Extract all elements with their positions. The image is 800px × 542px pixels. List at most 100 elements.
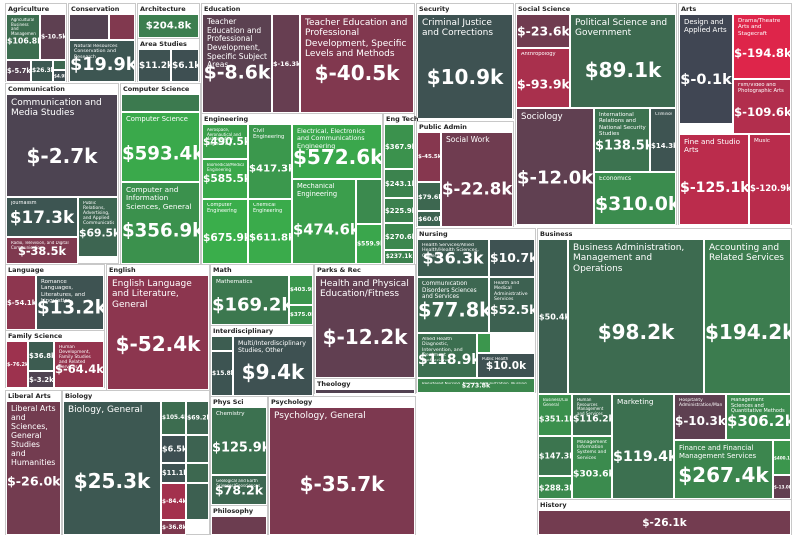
- treemap-cell[interactable]: Biomedical/Medical Engineering $585.5k: [202, 159, 248, 199]
- treemap-cell[interactable]: Teacher Education and Professional Devel…: [300, 14, 414, 113]
- treemap-cell[interactable]: $4.9k: [53, 70, 66, 82]
- treemap-cell[interactable]: $-10.5k: [40, 14, 66, 60]
- treemap-cell[interactable]: $400.1k: [773, 440, 791, 475]
- treemap-cell[interactable]: $11.2k: [138, 49, 171, 82]
- treemap-cell[interactable]: Natural Resources Conservation and Resea…: [69, 40, 135, 82]
- treemap-cell[interactable]: $-23.6k: [516, 14, 570, 48]
- treemap-cell[interactable]: [211, 516, 267, 535]
- treemap-cell[interactable]: Film/Video and Photographic Arts $-109.6k: [733, 79, 791, 134]
- treemap-cell[interactable]: Social Work $-22.8k: [441, 132, 513, 227]
- treemap-cell[interactable]: Agricultural Business and Management $106…: [6, 14, 40, 60]
- treemap-cell[interactable]: Marketing $119.4k: [612, 394, 674, 499]
- treemap-cell[interactable]: $105.4k: [161, 401, 186, 435]
- treemap-cell[interactable]: $60.0k: [417, 211, 441, 227]
- treemap-cell[interactable]: Civil Engineering $417.3k: [248, 124, 292, 199]
- treemap-cell[interactable]: Human Resources Management and Services $…: [572, 394, 612, 436]
- treemap-cell[interactable]: $237.1k: [384, 250, 414, 264]
- treemap-cell[interactable]: [53, 60, 66, 70]
- treemap-cell[interactable]: Hospitality Administration/Management $-1…: [674, 394, 726, 440]
- treemap-cell[interactable]: $375.0k: [289, 305, 313, 325]
- treemap-cell[interactable]: $-5.7k: [6, 60, 31, 82]
- treemap-cell[interactable]: $-54.1k: [6, 275, 36, 330]
- treemap-cell[interactable]: [477, 333, 491, 353]
- treemap-cell[interactable]: $-26.1k: [538, 510, 791, 535]
- treemap-cell[interactable]: [315, 389, 415, 394]
- treemap-cell[interactable]: Romance Languages, Literatures, and Ling…: [36, 275, 104, 330]
- treemap-cell[interactable]: Drama/Theatre Arts and Stagecraft $-194.8…: [733, 14, 791, 79]
- treemap-cell[interactable]: Mechanical Engineering $474.6k: [292, 179, 356, 264]
- treemap-cell[interactable]: $-3.2k: [28, 371, 54, 388]
- treemap-cell[interactable]: Computer and Information Sciences, Gener…: [121, 182, 200, 264]
- treemap-cell[interactable]: $-13.0k: [773, 475, 791, 499]
- treemap-cell[interactable]: Electrical, Electronics and Communicatio…: [292, 124, 382, 179]
- treemap-cell[interactable]: [121, 94, 200, 112]
- treemap-cell[interactable]: [109, 14, 135, 40]
- treemap-cell[interactable]: $-84.4k: [161, 483, 186, 520]
- treemap-cell[interactable]: $6.1k: [171, 49, 199, 82]
- treemap-cell[interactable]: $367.9k: [384, 124, 414, 169]
- treemap-cell[interactable]: $-36.8k: [161, 520, 186, 535]
- treemap-cell[interactable]: $-45.5k: [417, 132, 441, 182]
- treemap-cell[interactable]: Communication and Media Studies $-2.7k: [6, 94, 118, 197]
- treemap-cell[interactable]: $288.3k: [538, 476, 572, 499]
- treemap-cell[interactable]: $15.8k: [211, 351, 233, 396]
- treemap-cell[interactable]: Chemistry $125.9k: [211, 407, 267, 475]
- treemap-cell[interactable]: Aerospace, Aeronautical and Astronautica…: [202, 124, 248, 159]
- treemap-cell[interactable]: $36.8k: [28, 341, 54, 371]
- treemap-cell[interactable]: [356, 179, 382, 224]
- treemap-cell[interactable]: $559.9k: [356, 224, 382, 264]
- treemap-cell[interactable]: $10.7k: [489, 239, 535, 277]
- treemap-cell[interactable]: $270.6k: [384, 223, 414, 250]
- treemap-cell[interactable]: $204.8k: [138, 14, 199, 38]
- treemap-cell[interactable]: Health Services/Allied Health/Health Sci…: [417, 239, 489, 277]
- treemap-cell[interactable]: Communication Disorders Sciences and Ser…: [417, 277, 489, 333]
- treemap-cell[interactable]: $403.9k: [289, 275, 313, 305]
- treemap-cell[interactable]: International Relations and National Sec…: [594, 108, 650, 172]
- treemap-cell[interactable]: Multi/Interdisciplinary Studies, Other $9…: [233, 336, 313, 396]
- treemap-cell[interactable]: Mathematics $169.2k: [211, 275, 289, 325]
- treemap-cell[interactable]: Chemical Engineering $611.8k: [248, 199, 292, 264]
- treemap-cell[interactable]: Business/Commerce, General $351.1k: [538, 394, 572, 436]
- treemap-cell[interactable]: Accounting and Related Services $194.2k: [704, 239, 791, 394]
- treemap-cell[interactable]: [186, 435, 209, 463]
- treemap-cell[interactable]: Economics $310.0k: [594, 172, 676, 225]
- treemap-cell[interactable]: $-76.2k: [6, 341, 28, 388]
- treemap-cell[interactable]: $243.1k: [384, 169, 414, 198]
- treemap-cell[interactable]: $147.3k: [538, 436, 572, 476]
- treemap-cell[interactable]: Allied Health Diagnostic, Intervention, …: [417, 333, 477, 378]
- treemap-cell[interactable]: English Language and Literature, General…: [107, 275, 209, 390]
- treemap-cell[interactable]: Radio, Television, and Digital Communica…: [6, 237, 78, 264]
- treemap-cell[interactable]: Management Sciences and Quantitative Met…: [726, 394, 791, 440]
- treemap-cell[interactable]: Human Development, Family Studies and Re…: [54, 341, 104, 388]
- treemap-cell[interactable]: [69, 14, 109, 40]
- treemap-cell[interactable]: Journalism $17.3k: [6, 197, 78, 237]
- treemap-cell[interactable]: Computer Science $593.4k: [121, 112, 200, 182]
- treemap-cell[interactable]: [186, 463, 209, 483]
- treemap-cell[interactable]: Fine and Studio Arts $-125.1k: [679, 134, 749, 225]
- treemap-cell[interactable]: Computer Engineering $675.9k: [202, 199, 248, 264]
- treemap-cell[interactable]: [186, 483, 209, 520]
- treemap-cell[interactable]: [211, 336, 233, 351]
- treemap-cell[interactable]: $11.1k: [161, 463, 186, 483]
- treemap-cell[interactable]: Biology, General $25.3k: [63, 401, 161, 535]
- treemap-cell[interactable]: Health and Physical Education/Fitness $-1…: [315, 275, 415, 378]
- treemap-cell[interactable]: Liberal Arts and Sciences, General Studi…: [6, 401, 61, 535]
- treemap-cell[interactable]: $50.4k: [538, 239, 568, 394]
- treemap-cell[interactable]: $26.3k: [31, 60, 53, 82]
- treemap-cell[interactable]: $225.9k: [384, 198, 414, 223]
- treemap-cell[interactable]: Anthropology $-93.9k: [516, 48, 570, 108]
- treemap-cell[interactable]: Public Health $10.0k: [477, 353, 535, 378]
- treemap-cell[interactable]: Public Relations, Advertising, and Appli…: [78, 197, 118, 257]
- treemap-cell[interactable]: Music $-120.9k: [749, 134, 791, 225]
- treemap-cell[interactable]: Business Administration, Management and …: [568, 239, 704, 394]
- treemap-cell[interactable]: Criminal Justice and Corrections $10.9k: [417, 14, 513, 119]
- treemap-cell[interactable]: $6.5k: [161, 435, 186, 463]
- treemap-cell[interactable]: Political Science and Government $89.1k: [570, 14, 676, 108]
- treemap-cell[interactable]: $79.6k: [417, 182, 441, 211]
- treemap-cell[interactable]: Psychology, General $-35.7k: [269, 407, 415, 535]
- treemap-cell[interactable]: $-16.3k: [272, 14, 300, 113]
- treemap-cell[interactable]: $69.2k: [186, 401, 209, 435]
- treemap-cell[interactable]: Registered Nursing, Nursing Administrati…: [417, 378, 535, 393]
- treemap-cell[interactable]: Teacher Education and Professional Devel…: [202, 14, 272, 113]
- treemap-cell[interactable]: Criminology $14.3k: [650, 108, 676, 172]
